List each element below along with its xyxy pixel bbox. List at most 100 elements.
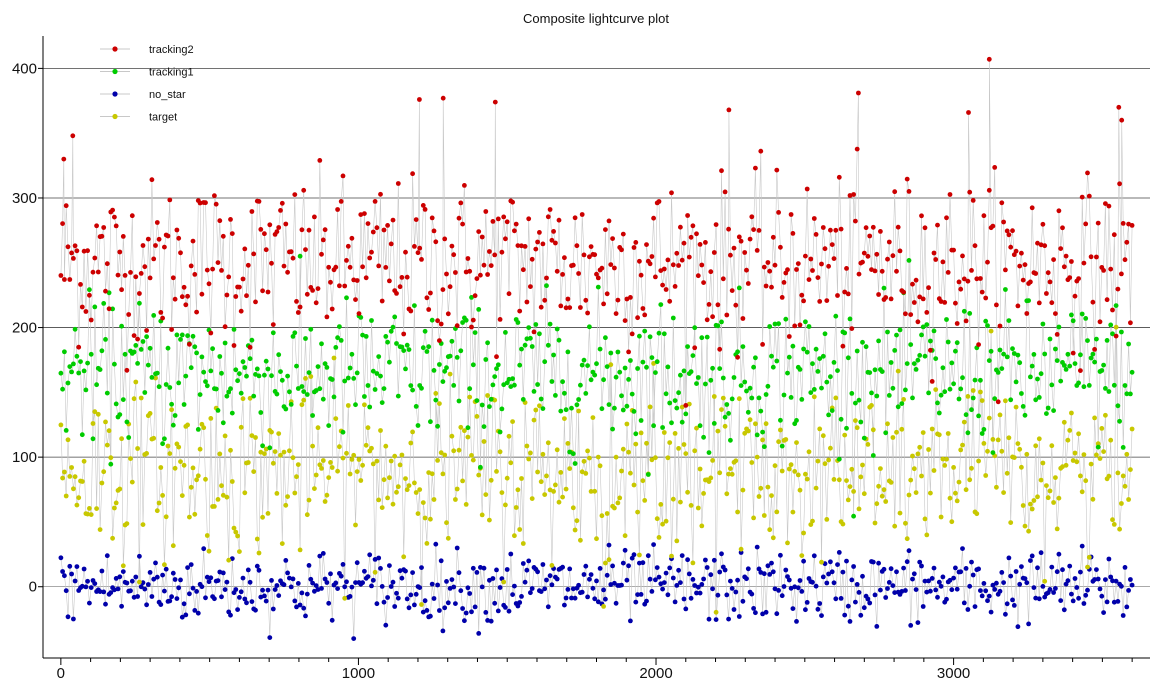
- point-target: [560, 494, 565, 500]
- point-tracking2: [603, 227, 608, 233]
- point-tracking2: [1029, 205, 1035, 211]
- point-target: [924, 532, 930, 538]
- point-tracking1: [854, 348, 860, 354]
- point-target: [385, 495, 390, 501]
- point-no_star: [153, 560, 158, 566]
- point-no_star: [1120, 613, 1126, 618]
- point-no_star: [287, 575, 292, 581]
- point-tracking1: [965, 430, 971, 436]
- point-target: [365, 425, 371, 431]
- point-no_star: [660, 586, 665, 592]
- point-tracking2: [562, 255, 567, 261]
- point-no_star: [304, 591, 310, 597]
- point-no_star: [717, 569, 723, 575]
- point-no_star: [113, 576, 119, 581]
- point-tracking2: [665, 257, 671, 263]
- point-tracking2: [320, 237, 326, 243]
- point-tracking2: [983, 295, 989, 301]
- point-tracking2: [506, 291, 512, 297]
- point-tracking2: [870, 224, 876, 230]
- point-tracking1: [344, 295, 349, 301]
- point-no_star: [63, 588, 69, 594]
- point-target: [660, 521, 665, 527]
- point-tracking1: [811, 387, 817, 392]
- point-tracking1: [617, 369, 623, 375]
- point-tracking1: [426, 344, 432, 350]
- point-no_star: [463, 610, 469, 616]
- point-tracking1: [197, 392, 203, 397]
- point-tracking1: [1110, 331, 1115, 337]
- point-tracking2: [697, 242, 703, 247]
- point-tracking2: [419, 257, 424, 262]
- point-tracking2: [1045, 270, 1051, 276]
- point-no_star: [865, 596, 871, 602]
- point-tracking1: [981, 427, 987, 432]
- point-tracking1: [956, 396, 962, 402]
- point-no_star: [845, 603, 851, 609]
- point-target: [144, 451, 150, 456]
- point-tracking1: [342, 378, 348, 384]
- point-tracking2: [247, 344, 253, 350]
- point-no_star: [395, 595, 401, 601]
- point-tracking2: [694, 231, 699, 237]
- point-target: [131, 396, 137, 402]
- point-tracking1: [924, 322, 930, 327]
- point-no_star: [295, 581, 301, 586]
- point-target: [624, 421, 630, 427]
- point-no_star: [101, 589, 107, 595]
- point-target: [1097, 456, 1103, 461]
- point-tracking1: [154, 370, 160, 376]
- point-tracking1: [885, 329, 890, 335]
- point-tracking2: [278, 208, 283, 213]
- point-tracking1: [244, 373, 249, 379]
- point-tracking2: [306, 227, 312, 233]
- point-no_star: [569, 595, 574, 601]
- point-tracking2: [878, 229, 883, 234]
- point-tracking1: [194, 350, 200, 356]
- point-no_star: [440, 628, 446, 634]
- point-tracking2: [531, 329, 537, 335]
- point-tracking2: [260, 288, 265, 294]
- point-target: [845, 497, 851, 503]
- point-target: [713, 609, 719, 615]
- point-tracking2: [637, 258, 642, 264]
- point-no_star: [772, 586, 778, 592]
- points-layer: [58, 56, 1135, 641]
- point-tracking2: [828, 227, 833, 233]
- point-target: [312, 486, 317, 491]
- point-tracking2: [1090, 299, 1096, 305]
- point-tracking1: [610, 426, 615, 432]
- point-tracking2: [831, 256, 837, 261]
- point-no_star: [803, 607, 808, 613]
- point-tracking1: [403, 366, 408, 372]
- point-target: [319, 466, 324, 471]
- point-tracking1: [188, 365, 194, 371]
- point-target: [1044, 483, 1049, 488]
- point-tracking2: [1024, 311, 1030, 316]
- point-tracking2: [954, 321, 960, 326]
- point-no_star: [62, 573, 67, 579]
- point-tracking1: [395, 393, 401, 399]
- point-no_star: [303, 613, 308, 619]
- point-target: [665, 455, 671, 461]
- point-no_star: [135, 594, 141, 599]
- point-tracking2: [792, 323, 798, 329]
- point-tracking2: [756, 228, 762, 233]
- point-no_star: [647, 576, 653, 582]
- point-tracking1: [958, 386, 964, 392]
- point-target: [603, 560, 608, 566]
- point-no_star: [608, 582, 614, 587]
- point-tracking1: [349, 351, 355, 357]
- point-tracking2: [929, 379, 935, 384]
- point-no_star: [969, 559, 974, 565]
- point-tracking1: [333, 345, 339, 350]
- point-no_star: [1008, 573, 1014, 579]
- point-no_star: [399, 575, 405, 581]
- point-tracking2: [994, 302, 999, 308]
- point-target: [711, 394, 717, 399]
- point-target: [831, 477, 837, 482]
- point-target: [760, 437, 765, 443]
- point-tracking1: [908, 342, 914, 347]
- point-tracking2: [329, 306, 335, 312]
- point-target: [933, 387, 939, 392]
